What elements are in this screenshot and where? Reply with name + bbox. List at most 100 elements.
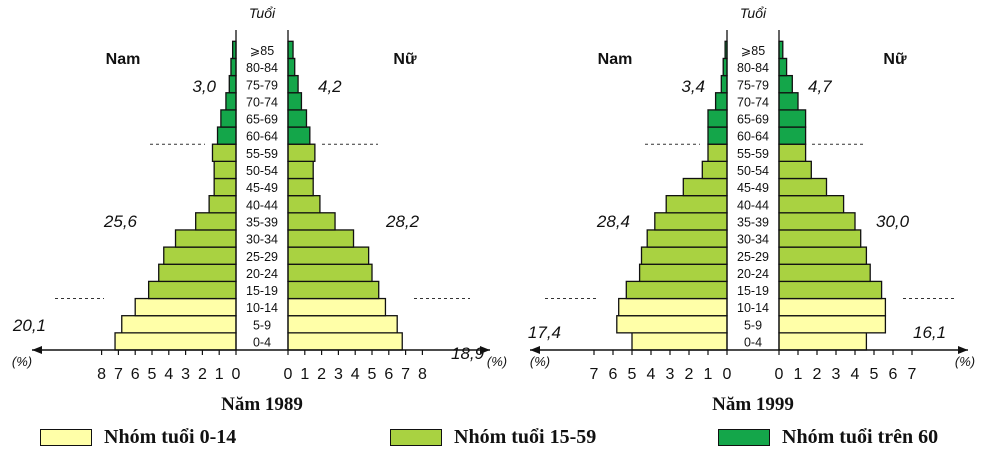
tick-label-right: 4 xyxy=(351,366,360,383)
bar-male-0-4 xyxy=(114,332,237,351)
age-label: 70-74 xyxy=(246,95,278,109)
annotation-male_0_14: 17,4 xyxy=(528,323,561,342)
tick-label-right: 7 xyxy=(401,366,410,383)
bar-male-35-39 xyxy=(654,212,728,231)
bar-female-65-69 xyxy=(287,109,308,128)
bar-female-15-19 xyxy=(287,280,380,300)
x-unit-right: (%) xyxy=(955,354,975,369)
legend-item-15-59: Nhóm tuổi 15-59 xyxy=(390,422,596,452)
age-label: 65-69 xyxy=(246,113,278,127)
bar-male-55-59 xyxy=(707,143,728,162)
bar-male-10-14 xyxy=(618,297,728,317)
tick-label-left: 0 xyxy=(723,366,732,383)
legend-item-60-plus: Nhóm tuổi trên 60 xyxy=(718,422,938,452)
bar-female-45-49 xyxy=(287,177,314,197)
bar-female-35-39 xyxy=(778,212,856,231)
bar-female-50-54 xyxy=(287,160,314,180)
tick-label-right: 7 xyxy=(908,366,917,383)
legend-item-0-14: Nhóm tuổi 0-14 xyxy=(40,422,236,452)
male-label: Nam xyxy=(598,51,633,68)
bar-male-45-49 xyxy=(682,177,728,197)
tick-label-left: 1 xyxy=(215,366,224,383)
age-label: 45-49 xyxy=(246,181,278,195)
bar-female-25-29 xyxy=(287,246,370,265)
pyramid-0: 0-4 5-9 10-14 15-19 20-24 25-29 30-34 35-39 40-4… xyxy=(12,5,507,415)
female-label: Nữ xyxy=(883,51,907,68)
bar-male-25-29 xyxy=(640,246,728,265)
bar-male-5-9 xyxy=(121,315,237,334)
bar-male-15-19 xyxy=(147,280,237,300)
age-label: 80-84 xyxy=(246,61,278,75)
age-label: 10-14 xyxy=(737,301,769,315)
bar-female-40-44 xyxy=(778,194,845,214)
bar-male-55-59 xyxy=(211,143,237,162)
tick-label-right: 2 xyxy=(317,366,326,383)
tick-label-right: 0 xyxy=(775,366,784,383)
tick-label-left: 2 xyxy=(685,366,694,383)
bar-male-15-19 xyxy=(625,280,728,300)
bar-male-50-54 xyxy=(213,160,237,180)
tick-label-right: 1 xyxy=(794,366,803,383)
tick-label-right: 2 xyxy=(813,366,822,383)
bar-female-35-39 xyxy=(287,212,336,231)
age-label: 15-19 xyxy=(737,284,769,298)
annotation-female_15_59: 28,2 xyxy=(385,212,420,231)
bar-female-70-74 xyxy=(287,92,303,111)
tick-label-right: 6 xyxy=(889,366,898,383)
tick-label-left: 6 xyxy=(609,366,618,383)
male-label: Nam xyxy=(106,51,141,68)
bar-male-30-34 xyxy=(646,229,728,248)
bar-male-50-54 xyxy=(701,160,728,180)
tick-label-left: 4 xyxy=(164,366,173,383)
bar-female-20-24 xyxy=(778,263,871,283)
bar-female-5-9 xyxy=(778,315,887,334)
tick-label-left: 0 xyxy=(232,366,241,383)
age-label: 0-4 xyxy=(744,336,762,350)
bar-female-15-19 xyxy=(778,280,883,300)
bar-male-45-49 xyxy=(213,177,237,197)
age-label: 35-39 xyxy=(737,215,769,229)
age-label: 0-4 xyxy=(253,336,271,350)
tick-label-right: 6 xyxy=(384,366,393,383)
tick-label-right: 1 xyxy=(300,366,309,383)
bar-male-70-74 xyxy=(225,92,237,111)
tick-label-left: 2 xyxy=(198,366,207,383)
age-label: 25-29 xyxy=(737,250,769,264)
bar-male-30-34 xyxy=(174,229,237,248)
bar-male-20-24 xyxy=(158,263,237,283)
bar-male-10-14 xyxy=(134,297,237,317)
x-unit-right: (%) xyxy=(487,354,507,369)
bar-female-55-59 xyxy=(287,143,316,162)
bar-female-55-59 xyxy=(778,143,807,162)
tick-label-left: 7 xyxy=(590,366,599,383)
bar-male-60-64 xyxy=(216,126,237,145)
chart-title: Năm 1989 xyxy=(221,394,303,415)
bar-female-60-64 xyxy=(287,126,311,145)
bar-male-70-74 xyxy=(714,92,728,111)
bar-female-60-64 xyxy=(778,126,807,145)
bar-male-0-4 xyxy=(631,332,728,351)
age-label: 65-69 xyxy=(737,113,769,127)
legend-swatch-60-plus xyxy=(718,428,770,446)
y-axis-title: Tuổi xyxy=(740,5,767,21)
bar-female-80-84 xyxy=(778,57,788,77)
age-label: 75-79 xyxy=(737,78,769,92)
age-label: 15-19 xyxy=(246,284,278,298)
annotation-female_60: 4,2 xyxy=(318,77,342,96)
age-label: 20-24 xyxy=(737,267,769,281)
x-axis-arrow-right xyxy=(958,346,968,354)
bar-female-75-79 xyxy=(287,74,299,94)
bar-male-75-79 xyxy=(720,74,728,94)
bar-female-25-29 xyxy=(778,246,868,265)
tick-label-right: 4 xyxy=(851,366,860,383)
legend-swatch-15-59 xyxy=(390,428,442,446)
bar-female-40-44 xyxy=(287,194,321,214)
legend-label-60-plus: Nhóm tuổi trên 60 xyxy=(782,425,939,448)
x-axis-arrow-left xyxy=(32,346,42,354)
bar-female-0-4 xyxy=(287,332,403,351)
annotation-female_0_14: 18,9 xyxy=(451,344,485,363)
bar-male-80-84 xyxy=(230,57,237,77)
bar-male-25-29 xyxy=(163,246,237,265)
tick-label-left: 3 xyxy=(181,366,190,383)
bar-female-0-4 xyxy=(778,332,868,351)
